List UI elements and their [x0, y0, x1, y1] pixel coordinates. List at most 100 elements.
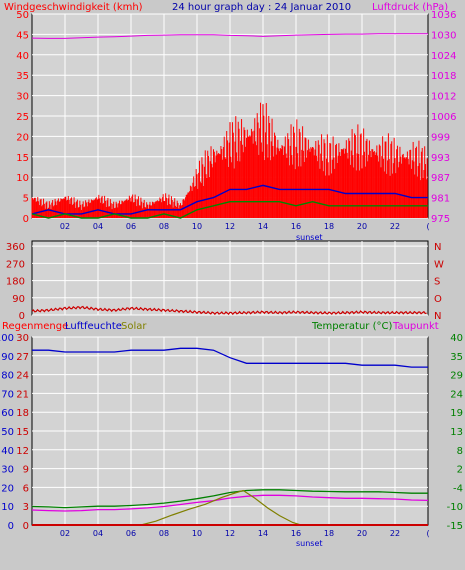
graph-title: 24 hour graph day : 24 Januar 2010: [172, 2, 351, 13]
humidity-x-tick-label: 02: [60, 529, 70, 538]
wind-x-tick-label: 18: [324, 222, 334, 231]
solar-label: Solar: [121, 321, 147, 332]
humidity-y-tick-label: 20: [1, 483, 14, 494]
humidity-y-tick-label: 0: [8, 521, 14, 532]
wind-x-tick-label: 12: [225, 222, 235, 231]
wind-y-tick-label: 10: [16, 173, 29, 184]
rain-y-tick-label: 12: [16, 446, 29, 457]
humidity-x-tick-label: (: [426, 529, 429, 538]
humidity-y-tick-label: 90: [1, 352, 14, 363]
wind-y-tick-label: 40: [16, 51, 29, 62]
rain-y-tick-label: 21: [16, 389, 29, 400]
wind-y-tick-label: 15: [16, 153, 29, 164]
direction-y-tick-label: 0: [19, 311, 25, 322]
direction-y-tick-label: 360: [6, 242, 25, 253]
direction-y-tick-label: 180: [6, 277, 25, 288]
temperature-y-tick-label: 2: [457, 465, 463, 476]
direction-y-tick-label: 90: [12, 294, 25, 305]
humidity-label: Luftfeuchte: [65, 321, 122, 332]
humidity-y-tick-label: 80: [1, 371, 14, 382]
wind-x-tick-label: 20: [357, 222, 367, 231]
humidity-line: [32, 347, 428, 368]
humidity-x-tick-label: 04: [93, 529, 103, 538]
wind-x-tick-label: (: [426, 222, 429, 231]
wind-y-tick-label: 30: [16, 92, 29, 103]
rain-y-tick-label: 3: [23, 502, 29, 513]
pressure-y-tick-label: 981: [431, 194, 450, 205]
humidity-y-tick-label: 100: [0, 333, 14, 344]
temperature-y-tick-label: -10: [447, 502, 463, 513]
direction-compass-label: O: [434, 294, 442, 305]
wind-x-tick-label: 10: [192, 222, 202, 231]
pressure-y-tick-label: 1012: [431, 92, 456, 103]
pressure-y-tick-label: 1030: [431, 30, 456, 41]
rain-y-tick-label: 27: [16, 352, 29, 363]
pressure-y-tick-label: 993: [431, 153, 450, 164]
pressure-y-tick-label: 1036: [431, 10, 456, 21]
pressure-y-tick-label: 975: [431, 214, 450, 225]
rain-y-tick-label: 15: [16, 427, 29, 438]
rain-y-tick-label: 6: [23, 483, 29, 494]
rain-y-tick-label: 24: [16, 371, 29, 382]
temperature-label: Temperatur (°C): [311, 321, 392, 332]
wind-pressure-series: [31, 33, 428, 219]
temperature-y-tick-label: 19: [450, 408, 463, 419]
temperature-y-tick-label: -4: [453, 483, 463, 494]
wind-y-tick-label: 5: [23, 194, 29, 205]
wind-x-tick-label: 22: [390, 222, 400, 231]
wind-gust-series: [31, 102, 428, 218]
rain-y-tick-label: 0: [23, 521, 29, 532]
wind-x-tick-label: 06: [126, 222, 136, 231]
temperature-y-tick-label: 35: [450, 352, 463, 363]
humidity-x-tick-label: 06: [126, 529, 136, 538]
pressure-y-tick-label: 987: [431, 173, 450, 184]
humidity-y-tick-label: 70: [1, 389, 14, 400]
temperature-y-tick-label: 13: [450, 427, 463, 438]
humidity-temperature-grid: [32, 336, 428, 526]
humidity-x-tick-label: 22: [390, 529, 400, 538]
wind-average-line: [31, 184, 428, 215]
solar-line: [140, 489, 302, 526]
wind-speed-label: Windgeschwindigkeit (kmh): [4, 2, 143, 13]
humidity-x-tick-label: 20: [357, 529, 367, 538]
rain-label: Regenmenge: [2, 321, 68, 332]
wind-x-tick-label: 04: [93, 222, 103, 231]
temperature-y-tick-label: 40: [450, 333, 463, 344]
humidity-temperature-series: [31, 347, 429, 526]
humidity-y-tick-label: 50: [1, 427, 14, 438]
direction-compass-label: N: [434, 311, 441, 322]
humidity-y-tick-label: 60: [1, 408, 14, 419]
humidity-y-tick-label: 30: [1, 465, 14, 476]
humidity-y-tick-label: 10: [1, 502, 14, 513]
pressure-line: [31, 33, 428, 39]
humidity-x-tick-label: 14: [258, 529, 268, 538]
temperature-y-tick-label: 8: [457, 446, 463, 457]
wind-direction-grid: [32, 241, 428, 316]
rain-y-tick-label: 18: [16, 408, 29, 419]
pressure-y-tick-label: 1024: [431, 51, 456, 62]
direction-compass-label: S: [434, 277, 440, 288]
pressure-y-tick-label: 1006: [431, 112, 456, 123]
sunset-label-bottom: sunset: [296, 539, 323, 548]
direction-compass-label: N: [434, 242, 441, 253]
rain-y-tick-label: 30: [16, 333, 29, 344]
pressure-y-tick-label: 999: [431, 132, 450, 143]
humidity-y-tick-label: 40: [1, 446, 14, 457]
humidity-x-tick-label: 16: [291, 529, 301, 538]
rain-y-tick-label: 9: [23, 465, 29, 476]
wind-y-tick-label: 25: [16, 112, 29, 123]
direction-compass-label: W: [434, 259, 444, 270]
wind-x-tick-label: 08: [159, 222, 169, 231]
wind-y-tick-label: 45: [16, 30, 29, 41]
wind-x-tick-label: 14: [258, 222, 268, 231]
wind-y-tick-label: 50: [16, 10, 29, 21]
pressure-label: Luftdruck (hPa): [372, 2, 448, 13]
direction-y-tick-label: 270: [6, 259, 25, 270]
temperature-y-tick-label: -15: [447, 521, 463, 532]
